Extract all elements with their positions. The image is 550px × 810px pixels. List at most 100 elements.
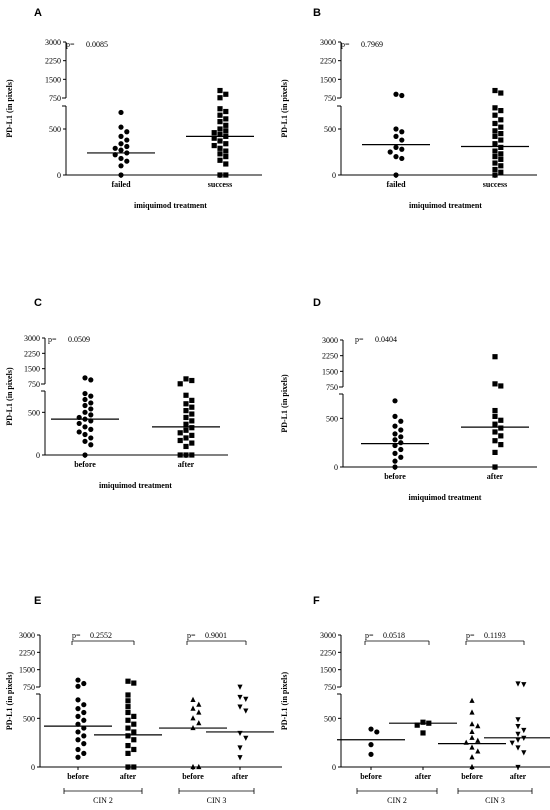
data-point (393, 126, 399, 132)
data-point (189, 404, 195, 410)
y-tick-label: 2250 (320, 648, 336, 657)
data-point (392, 464, 398, 470)
data-point (492, 133, 498, 139)
data-point (392, 413, 398, 419)
data-point (217, 151, 223, 157)
data-point (183, 408, 189, 414)
data-point (125, 733, 131, 739)
data-point (217, 126, 223, 132)
data-point (183, 401, 189, 407)
data-point (498, 131, 504, 137)
data-point (498, 442, 504, 448)
data-point (82, 396, 88, 403)
p-value-prefix: p= (66, 40, 75, 49)
data-point (211, 135, 217, 141)
data-point (223, 122, 229, 128)
data-point (88, 393, 94, 399)
y-axis-label: PD-L1 (in pixels) (5, 367, 14, 426)
x-axis-label: imiquimod treatment (134, 201, 207, 210)
x-category-label: after (415, 772, 432, 781)
chart-panel-f: F PD-L1 (in pixels) 3000 2250 1500 750 500 0 bef… (280, 595, 550, 805)
data-point (498, 137, 504, 143)
p-value: 0.1193 (484, 631, 506, 640)
data-point (515, 681, 521, 687)
data-point (118, 141, 124, 147)
data-point (196, 763, 202, 770)
data-point (498, 108, 504, 114)
y-axis-label: PD-L1 (in pixels) (280, 374, 289, 433)
data-point (118, 155, 124, 162)
data-point (81, 733, 87, 739)
y-tick-label: 1500 (24, 365, 40, 374)
y-tick-label: 0 (31, 763, 35, 772)
x-category-label: before (67, 772, 89, 781)
data-point (393, 154, 399, 160)
p-value-prefix: p= (187, 631, 196, 640)
data-point (75, 737, 81, 743)
data-point (190, 715, 196, 721)
y-tick-label: 2250 (322, 352, 338, 361)
data-point (492, 429, 498, 435)
data-point (492, 354, 498, 360)
data-point (88, 426, 94, 432)
y-tick-label: 1500 (320, 666, 336, 675)
data-point (368, 751, 374, 757)
data-point (498, 169, 504, 175)
data-point (392, 442, 398, 449)
data-point (75, 713, 81, 719)
y-tick-label: 0 (36, 451, 40, 460)
data-point (217, 131, 223, 138)
x-category-label: success (208, 180, 232, 189)
data-point (392, 458, 398, 464)
x-category-label: after (510, 772, 527, 781)
data-point (183, 435, 189, 441)
data-point (237, 704, 243, 710)
data-point (469, 728, 475, 735)
data-point (75, 697, 81, 703)
data-point (82, 438, 88, 444)
x-category-label: after (232, 772, 249, 781)
data-point (492, 128, 498, 134)
data-point (420, 730, 426, 736)
chart-panel-e: E PD-L1 (in pixels) 3000 2250 1500 750 500 0 bef… (5, 595, 282, 805)
x-category-label: success (483, 180, 507, 189)
data-point (82, 402, 88, 409)
x-category-label: before (182, 772, 204, 781)
x-category-label: after (120, 772, 137, 781)
y-tick-label: 500 (326, 414, 338, 423)
data-point (515, 717, 521, 723)
y-tick-label: 3000 (19, 631, 35, 640)
data-point (131, 680, 137, 686)
data-point (81, 741, 87, 747)
y-axis-label: PD-L1 (in pixels) (280, 79, 289, 138)
panel-letter: D (313, 297, 321, 309)
data-point (515, 745, 521, 751)
data-point (183, 443, 189, 450)
chart-panel-c: C PD-L1 (in pixels) 3000 2250 1500 750 500 0 bef… (5, 297, 228, 490)
data-point (177, 452, 183, 458)
data-point (393, 144, 399, 150)
data-point (223, 108, 229, 115)
data-point (88, 400, 94, 406)
data-point (368, 726, 374, 732)
data-point (183, 376, 189, 382)
p-value-prefix: p= (355, 335, 364, 344)
data-point (414, 722, 420, 728)
data-point (398, 427, 404, 433)
y-tick-label: 2250 (19, 648, 35, 657)
data-point (125, 725, 131, 731)
data-point (521, 727, 527, 734)
data-point (492, 112, 498, 118)
data-point (125, 678, 131, 684)
data-point (75, 677, 81, 683)
data-point (368, 742, 374, 748)
x-axis-label: imiquimod treatment (99, 481, 172, 490)
data-point (81, 702, 87, 708)
data-point (498, 425, 504, 431)
y-tick-label: 500 (49, 125, 61, 134)
data-point (82, 409, 88, 415)
y-tick-label: 3000 (320, 631, 336, 640)
data-point (81, 709, 87, 716)
y-tick-label: 1500 (322, 367, 338, 376)
data-point (521, 750, 527, 756)
